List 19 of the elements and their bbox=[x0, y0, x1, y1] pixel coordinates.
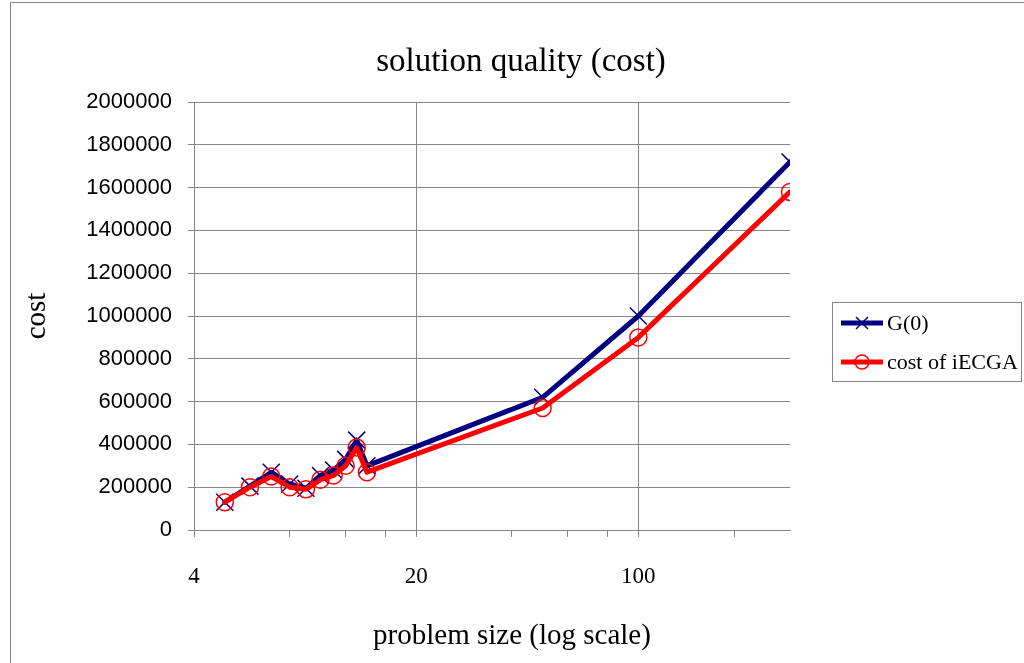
chart-title: solution quality (cost) bbox=[376, 41, 666, 80]
legend-label: G(0) bbox=[887, 309, 929, 336]
x-tick-label: 4 bbox=[188, 562, 201, 588]
x-tick-label: 100 bbox=[621, 562, 656, 588]
y-tick-label: 0 bbox=[159, 516, 172, 542]
y-tick-label: 1000000 bbox=[86, 302, 172, 328]
y-tick-label: 1800000 bbox=[86, 130, 172, 156]
y-tick-label: 600000 bbox=[98, 387, 172, 413]
y-axis-title: cost bbox=[19, 292, 52, 340]
y-tick-label: 1200000 bbox=[86, 259, 172, 285]
y-tick-label: 1600000 bbox=[86, 173, 172, 199]
y-tick-label: 1400000 bbox=[86, 216, 172, 242]
x-tick-label: 20 bbox=[404, 562, 428, 588]
legend-label: cost of iECGA bbox=[887, 348, 1018, 375]
y-tick-label: 200000 bbox=[98, 473, 172, 499]
y-tick-label: 400000 bbox=[98, 430, 172, 456]
y-tick-label: 2000000 bbox=[86, 88, 172, 114]
y-tick-label: 800000 bbox=[98, 344, 172, 370]
x-axis-title: problem size (log scale) bbox=[373, 617, 651, 652]
